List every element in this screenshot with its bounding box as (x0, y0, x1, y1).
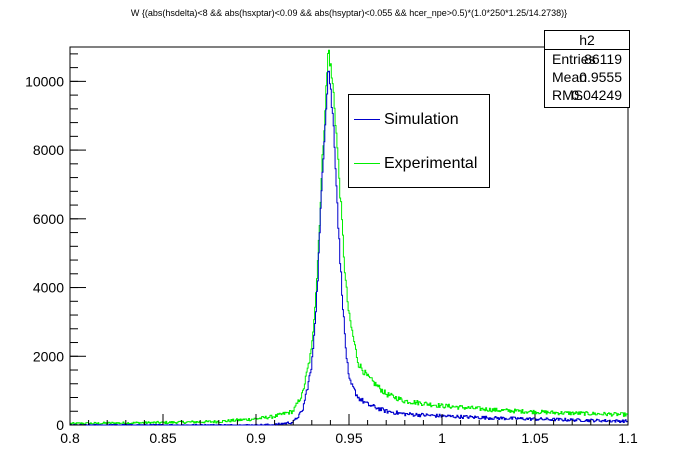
x-tick-label: 1.05 (521, 430, 548, 446)
y-tick-label: 2000 (33, 348, 64, 364)
stats-value-entries: 86119 (584, 51, 622, 67)
x-tick-label: 1.1 (618, 430, 638, 446)
y-tick-label: 8000 (33, 142, 64, 158)
legend-swatch-simulation (354, 119, 380, 120)
stats-value-mean: 0.9555 (579, 69, 622, 85)
x-tick-label: 1 (438, 430, 446, 446)
y-tick-label: 6000 (33, 211, 64, 227)
legend-swatch-experimental (354, 163, 380, 164)
legend-label-experimental: Experimental (384, 155, 478, 172)
series-line-simulation (70, 70, 628, 426)
stats-row-entries: Entries 86119 (545, 50, 629, 68)
stats-box-name: h2 (545, 31, 629, 50)
legend: Simulation Experimental (348, 94, 490, 188)
x-tick-label: 0.9 (246, 430, 266, 446)
y-tick-label: 0 (56, 417, 64, 433)
stats-label-entries: Entries (552, 51, 596, 67)
chart-title: W {(abs(hsdelta)<8 && abs(hsxptar)<0.09 … (130, 8, 568, 18)
stats-row-rms: RMS 0.04249 (545, 86, 629, 104)
stats-label-mean: Mean (552, 69, 588, 85)
x-tick-label: 0.85 (149, 430, 176, 446)
stats-value-rms: 0.04249 (571, 87, 622, 103)
stats-box: h2 Entries 86119 Mean 0.9555 RMS 0.04249 (544, 30, 630, 108)
y-tick-label: 4000 (33, 280, 64, 296)
stats-label-rms: RMS (552, 87, 584, 103)
x-tick-label: 0.8 (60, 430, 80, 446)
x-tick-label: 0.95 (335, 430, 362, 446)
y-tick-label: 10000 (25, 73, 64, 89)
series-line-experimental (70, 49, 628, 425)
stats-row-mean: Mean 0.9555 (545, 68, 629, 86)
legend-label-simulation: Simulation (384, 111, 459, 128)
legend-entry-experimental: Experimental (349, 153, 489, 175)
legend-entry-simulation: Simulation (349, 109, 489, 131)
